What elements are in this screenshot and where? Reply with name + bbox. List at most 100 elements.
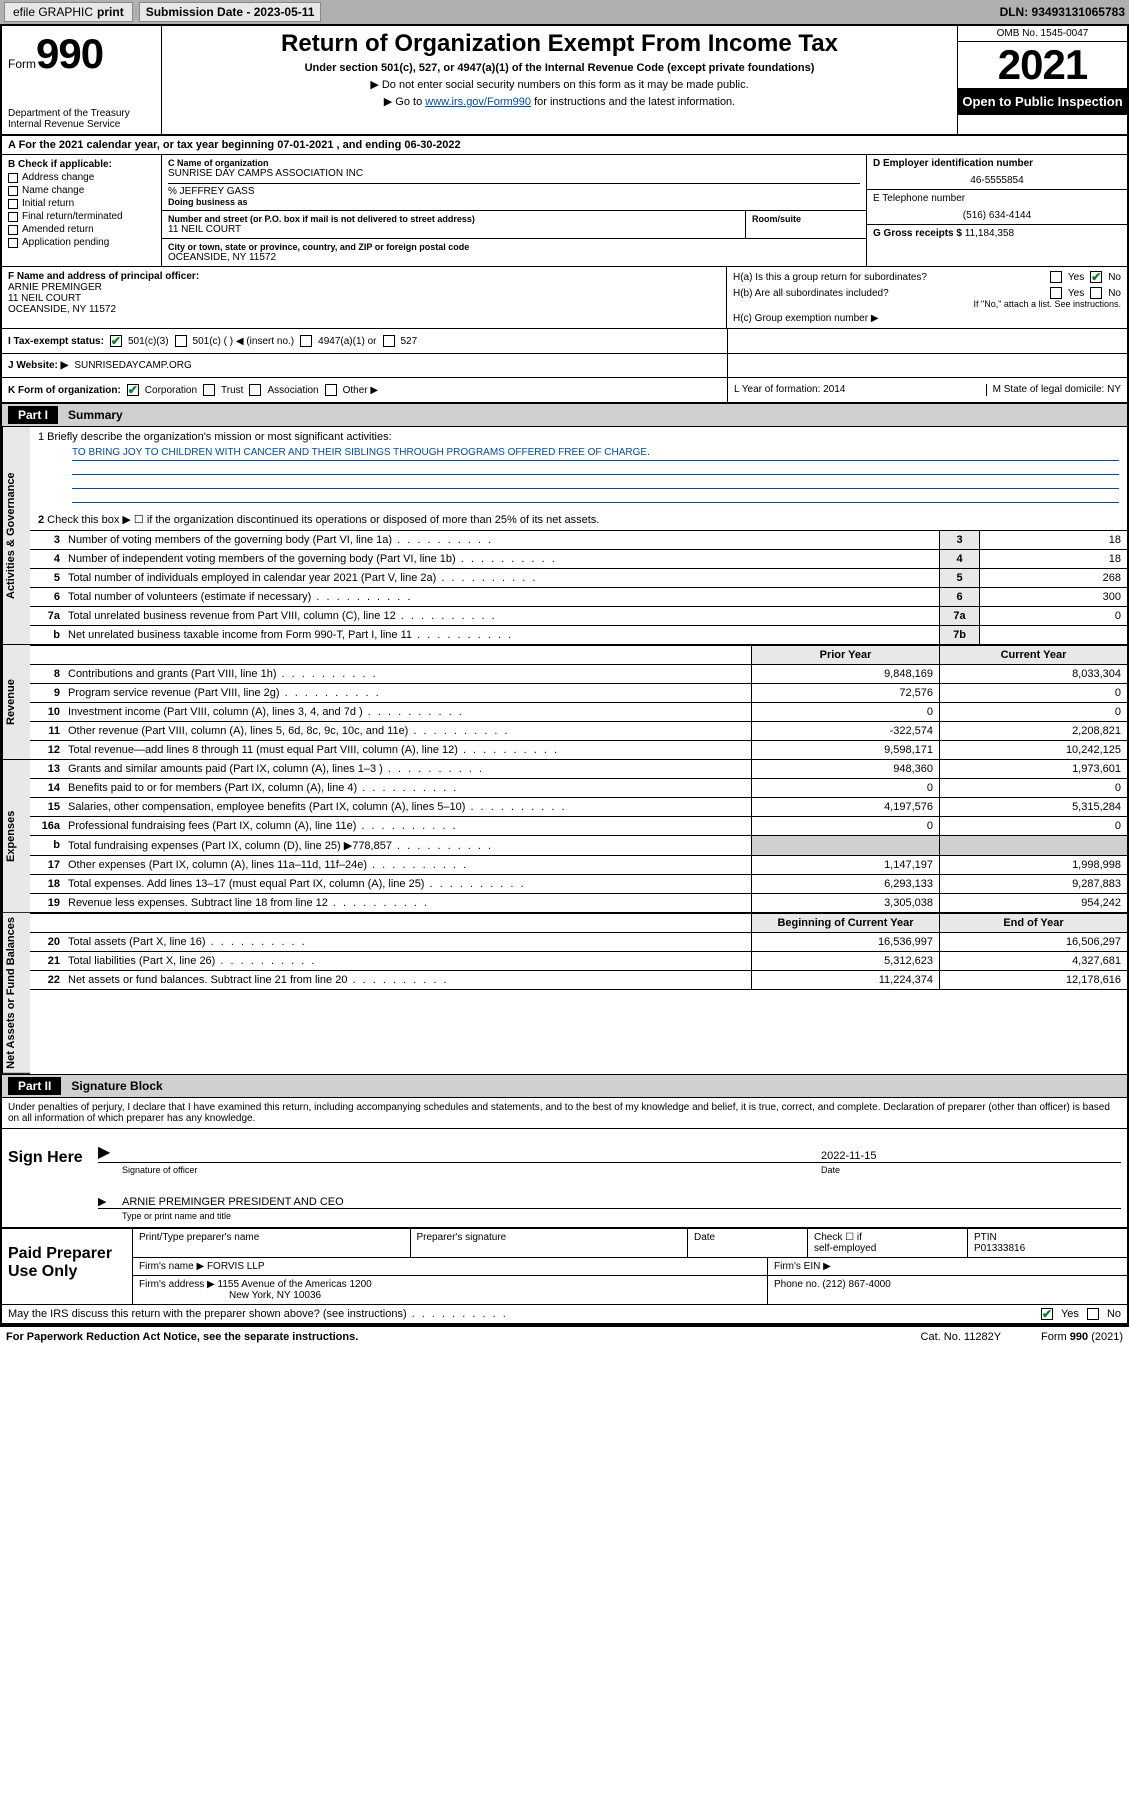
paid-h3: Date xyxy=(687,1229,807,1258)
sign-here-block: Sign Here ▶ 2022-11-15 Signature of offi… xyxy=(2,1129,1127,1229)
form-container: Form990 Department of the Treasury Inter… xyxy=(0,24,1129,1327)
opt-initial: Initial return xyxy=(22,198,74,209)
revenue-header: Prior Year Current Year xyxy=(30,645,1127,665)
gov-line-4: 4 Number of independent voting members o… xyxy=(30,550,1127,569)
goto-pre: ▶ Go to xyxy=(384,96,425,108)
paid-h4a: Check ☐ if xyxy=(814,1232,862,1243)
revenue-section: Revenue Prior Year Current Year 8Contrib… xyxy=(2,645,1127,760)
paid-h4b: self-employed xyxy=(814,1243,876,1254)
name-block: B Check if applicable: Address change Na… xyxy=(2,155,1127,267)
discuss-row: May the IRS discuss this return with the… xyxy=(2,1305,1127,1325)
print-label[interactable]: print xyxy=(97,5,124,19)
gov-line-5: 5 Total number of individuals employed i… xyxy=(30,569,1127,588)
exp-line-17: 17Other expenses (Part IX, column (A), l… xyxy=(30,856,1127,875)
open-public-badge: Open to Public Inspection xyxy=(958,88,1127,115)
paid-preparer-block: Paid Preparer Use Only Print/Type prepar… xyxy=(2,1229,1127,1305)
dept-label: Department of the Treasury xyxy=(8,108,155,119)
hb-no[interactable] xyxy=(1090,287,1102,299)
firm-name-label: Firm's name ▶ xyxy=(139,1261,204,1272)
check-initial[interactable] xyxy=(8,199,18,209)
footer-rc: (2021) xyxy=(1088,1331,1123,1343)
check-address[interactable] xyxy=(8,173,18,183)
ha-no[interactable] xyxy=(1090,271,1102,283)
ha-label: H(a) Is this a group return for subordin… xyxy=(733,272,1050,283)
opt-trust: Trust xyxy=(221,385,243,396)
hb-note: If "No," attach a list. See instructions… xyxy=(733,299,1121,309)
k-assoc[interactable] xyxy=(249,384,261,396)
gov-line-b: b Net unrelated business taxable income … xyxy=(30,626,1127,645)
netassets-section: Net Assets or Fund Balances Beginning of… xyxy=(2,913,1127,1075)
tax-527[interactable] xyxy=(383,335,395,347)
k-other[interactable] xyxy=(325,384,337,396)
check-header: B Check if applicable: xyxy=(8,159,155,170)
check-final[interactable] xyxy=(8,212,18,222)
exp-line-14: 14Benefits paid to or for members (Part … xyxy=(30,779,1127,798)
tax-501c3[interactable] xyxy=(110,335,122,347)
na-line-21: 21Total liabilities (Part X, line 26) 5,… xyxy=(30,952,1127,971)
firm-phone-label: Phone no. xyxy=(774,1279,820,1290)
street-value: 11 NEIL COURT xyxy=(168,224,739,235)
yes-label2: Yes xyxy=(1068,288,1084,299)
sig-date-cap: Date xyxy=(821,1163,1121,1175)
website-value: SUNRISEDAYCAMP.ORG xyxy=(74,360,191,371)
gross-value: 11,184,358 xyxy=(965,228,1014,239)
opt-527: 527 xyxy=(401,336,418,347)
ha-yes[interactable] xyxy=(1050,271,1062,283)
footer-rb: 990 xyxy=(1070,1331,1088,1343)
omb-number: OMB No. 1545-0047 xyxy=(958,26,1127,42)
k-corp[interactable] xyxy=(127,384,139,396)
footer-right: Form 990 (2021) xyxy=(1041,1331,1123,1343)
na-header: Beginning of Current Year End of Year xyxy=(30,913,1127,933)
form-header: Form990 Department of the Treasury Inter… xyxy=(2,26,1127,136)
efile-label: efile GRAPHIC xyxy=(13,5,93,19)
tax-501c[interactable] xyxy=(175,335,187,347)
hdr-blank xyxy=(64,646,751,664)
phone-value: (516) 634-4144 xyxy=(873,210,1121,221)
check-amended[interactable] xyxy=(8,225,18,235)
opt-address: Address change xyxy=(22,172,94,183)
efile-button[interactable]: efile GRAPHIC print xyxy=(4,2,133,22)
check-name[interactable] xyxy=(8,186,18,196)
street-label: Number and street (or P.O. box if mail i… xyxy=(168,214,739,224)
yes-label: Yes xyxy=(1068,272,1084,283)
ein-value: 46-5555854 xyxy=(873,175,1121,186)
opt-assoc: Association xyxy=(267,385,318,396)
opt-other: Other ▶ xyxy=(343,385,378,396)
k-trust[interactable] xyxy=(203,384,215,396)
check-pending[interactable] xyxy=(8,238,18,248)
part1-label: Part I xyxy=(8,406,58,424)
rev-line-12: 12Total revenue—add lines 8 through 11 (… xyxy=(30,741,1127,760)
form-subtitle: Under section 501(c), 527, or 4947(a)(1)… xyxy=(170,62,949,74)
tax-4947[interactable] xyxy=(300,335,312,347)
irs-link[interactable]: www.irs.gov/Form990 xyxy=(425,96,531,108)
hb-yes[interactable] xyxy=(1050,287,1062,299)
org-name: SUNRISE DAY CAMPS ASSOCIATION INC xyxy=(168,168,860,179)
sig-date: 2022-11-15 xyxy=(821,1150,1121,1162)
rev-line-9: 9Program service revenue (Part VIII, lin… xyxy=(30,684,1127,703)
part2-title: Signature Block xyxy=(71,1079,162,1093)
discuss-yes[interactable] xyxy=(1041,1308,1053,1320)
header-mid: Return of Organization Exempt From Incom… xyxy=(162,26,957,134)
opt-4947: 4947(a)(1) or xyxy=(318,336,376,347)
form-number: 990 xyxy=(36,30,103,77)
exp-line-13: 13Grants and similar amounts paid (Part … xyxy=(30,760,1127,779)
part1-header: Part I Summary xyxy=(2,404,1127,427)
officer-addr1: 11 NEIL COURT xyxy=(8,293,81,304)
mission-blank1 xyxy=(72,461,1119,475)
header-right: OMB No. 1545-0047 2021 Open to Public In… xyxy=(957,26,1127,134)
paid-h2: Preparer's signature xyxy=(410,1229,688,1258)
opt-amended: Amended return xyxy=(22,224,94,235)
part2-header: Part II Signature Block xyxy=(2,1075,1127,1098)
hdr-current: Current Year xyxy=(939,646,1127,664)
sig-officer-cap: Signature of officer xyxy=(122,1163,821,1175)
check-column: B Check if applicable: Address change Na… xyxy=(2,155,162,266)
paid-h4: Check ☐ if self-employed xyxy=(807,1229,967,1258)
tax-status-row: I Tax-exempt status: 501(c)(3) 501(c) ( … xyxy=(2,329,1127,354)
gov-line-6: 6 Total number of volunteers (estimate i… xyxy=(30,588,1127,607)
city-label: City or town, state or province, country… xyxy=(168,242,860,252)
mission-blank3 xyxy=(72,489,1119,503)
opt-name: Name change xyxy=(22,185,84,196)
firm-ein-label: Firm's EIN ▶ xyxy=(767,1258,1127,1276)
org-name-label: C Name of organization xyxy=(168,158,860,168)
discuss-no[interactable] xyxy=(1087,1308,1099,1320)
